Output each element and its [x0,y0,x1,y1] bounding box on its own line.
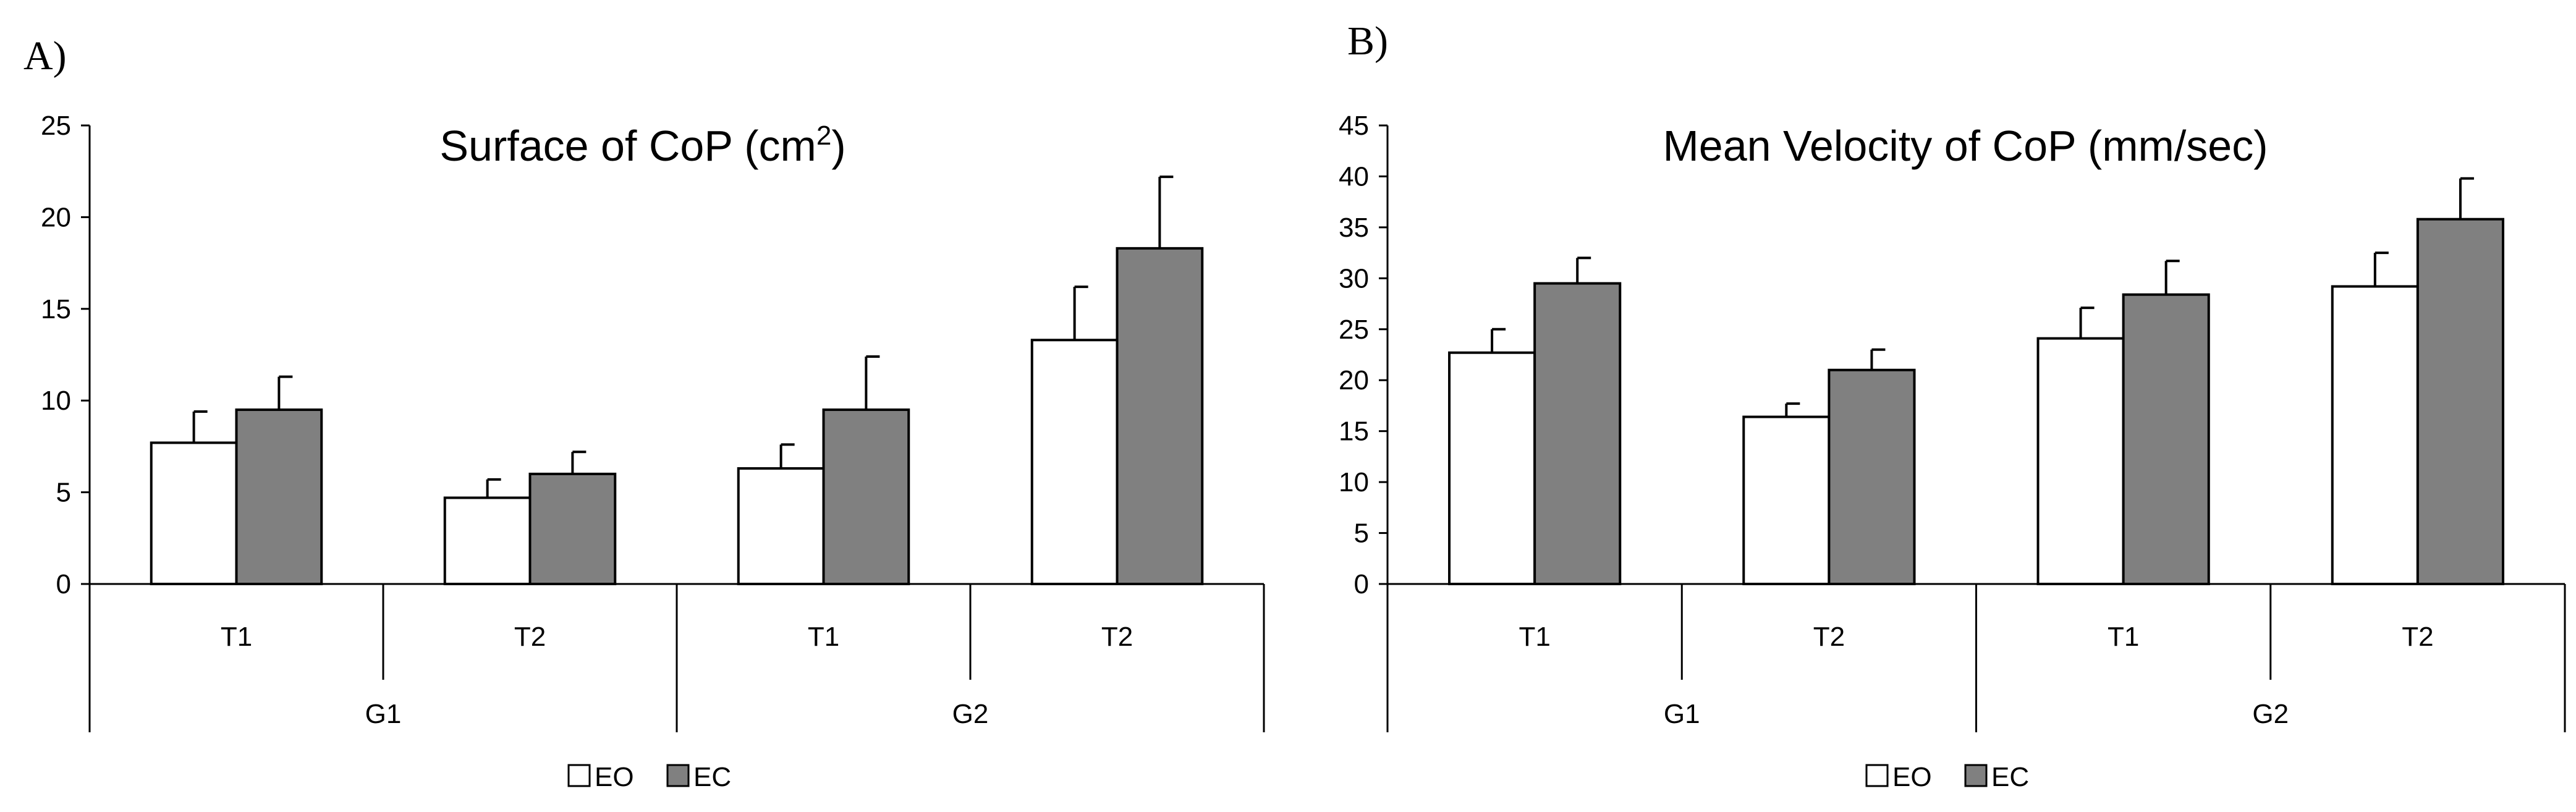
bar-ec [2122,293,2210,585]
subcategory-label: T1 [1519,622,1550,652]
bar-eo [1742,415,1831,585]
bar-eo [150,441,238,585]
y-tick-label: 5 [56,478,71,508]
y-tick-label: 25 [1339,315,1369,345]
bar-eo [2036,337,2125,586]
chart-title-superscript: 2 [816,121,831,151]
y-tick-label: 25 [41,111,71,141]
legend-label-eo: EO [1892,762,1932,792]
panel-b: B) Mean Velocity of CoP (mm/sec) 0 5 10 15 20 2… [1339,19,2566,792]
subcategory-label: T1 [808,622,839,652]
subcategory-label: T1 [221,622,252,652]
chart-title-main: Mean Velocity of CoP (mm/sec) [1663,122,2268,170]
bar-ec [235,408,323,585]
y-tick-label: 5 [1354,518,1369,549]
bar-ec [1533,282,1622,585]
y-tick-label: 10 [41,386,71,416]
y-tick-label: 0 [1354,569,1369,599]
bar-eo [2331,285,2419,585]
panel-a: A) Surface of CoP (cm2) 0 5 10 15 20 25 T1 T2 T1 T2… [23,33,1265,792]
legend-label-ec: EC [693,762,731,792]
y-tick-label: 15 [1339,417,1369,447]
bar-eo [1030,339,1119,585]
group-label: G1 [365,699,402,729]
bar-ec [1828,368,1916,585]
y-tick-label: 20 [1339,365,1369,395]
chart-title-suffix: ) [831,122,845,170]
bar-ec [1116,247,1204,585]
bar-eo [1448,351,1536,585]
bar-ec [822,408,910,585]
y-tick-label: 20 [41,202,71,232]
legend-swatch-eo [567,764,591,787]
y-tick-label: 40 [1339,161,1369,192]
y-tick-label: 15 [41,294,71,324]
legend-swatch-ec [666,764,690,787]
subcategory-label: T1 [2108,622,2139,652]
y-tick-label: 30 [1339,263,1369,294]
legend-label-eo: EO [595,762,634,792]
legend-swatch-ec [1964,764,1988,787]
bar-eo [737,467,825,585]
group-label: G1 [1664,699,1700,729]
y-tick-label: 10 [1339,467,1369,497]
panel-label: A) [23,33,67,78]
bar-eo [443,496,532,586]
y-tick-label: 45 [1339,111,1369,141]
group-label: G2 [952,699,989,729]
bar-ec [528,472,617,585]
legend-label-ec: EC [1991,762,2029,792]
chart-title: Surface of CoP (cm2) [439,121,845,170]
y-tick-label: 0 [56,569,71,599]
subcategory-label: T2 [1101,622,1133,652]
y-tick-label: 35 [1339,213,1369,243]
subcategory-label: T2 [1813,622,1845,652]
subcategory-label: T2 [514,622,546,652]
chart-title: Mean Velocity of CoP (mm/sec) [1663,122,2268,170]
chart-title-main: Surface of CoP (cm [439,122,816,170]
subcategory-label: T2 [2402,622,2433,652]
bar-ec [2416,218,2504,586]
group-label: G2 [2252,699,2289,729]
legend-swatch-eo [1865,764,1889,787]
panel-label: B) [1347,19,1388,64]
